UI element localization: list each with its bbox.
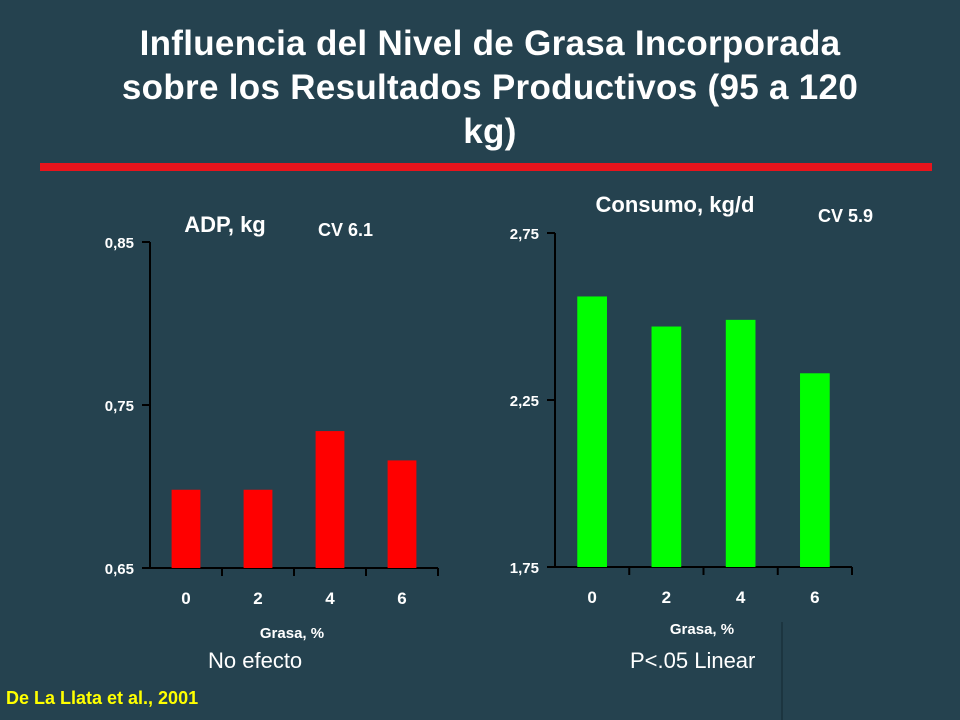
adp-x-tick-label: 4 bbox=[325, 589, 335, 608]
consumo-y-tick-label: 1,75 bbox=[510, 560, 539, 577]
adp-bar-4 bbox=[315, 431, 345, 568]
title-divider bbox=[40, 163, 932, 171]
adp-x-tick-label: 6 bbox=[397, 589, 406, 608]
title-line-3: kg) bbox=[463, 112, 517, 151]
adp-cv-label: CV 6.1 bbox=[318, 220, 373, 240]
adp-y-tick-label: 0,85 bbox=[105, 235, 134, 252]
adp-x-tick-label: 2 bbox=[253, 589, 262, 608]
consumo-chart-title: Consumo, kg/d bbox=[596, 192, 755, 217]
adp-y-tick-label: 0,75 bbox=[105, 398, 134, 415]
citation: De La Llata et al., 2001 bbox=[6, 688, 199, 708]
consumo-x-tick-label: 4 bbox=[736, 588, 746, 607]
adp-bar-2 bbox=[243, 489, 273, 568]
adp-note: No efecto bbox=[208, 648, 303, 673]
slide-title: Influencia del Nivel de Grasa Incorporad… bbox=[40, 22, 940, 154]
title-line-2: sobre los Resultados Productivos (95 a 1… bbox=[121, 68, 859, 107]
consumo-y-tick-label: 2,75 bbox=[510, 226, 539, 243]
consumo-bar-2 bbox=[651, 326, 682, 567]
consumo-x-axis-label: Grasa, % bbox=[670, 621, 734, 638]
adp-bar-0 bbox=[171, 489, 201, 568]
consumo-bar-6 bbox=[800, 373, 830, 567]
consumo-cv-label: CV 5.9 bbox=[818, 206, 873, 226]
adp-chart-title: ADP, kg bbox=[184, 212, 266, 237]
adp-bar-6 bbox=[387, 460, 417, 568]
adp-y-tick-label: 0,65 bbox=[105, 561, 134, 578]
consumo-bar-0 bbox=[577, 296, 607, 567]
consumo-x-tick-label: 2 bbox=[662, 588, 671, 607]
consumo-x-tick-label: 6 bbox=[810, 588, 819, 607]
consumo-bar-4 bbox=[725, 319, 756, 567]
consumo-note: P<.05 Linear bbox=[630, 648, 756, 673]
consumo-x-tick-label: 0 bbox=[587, 588, 596, 607]
adp-x-tick-label: 0 bbox=[181, 589, 190, 608]
vertical-separator bbox=[781, 622, 783, 720]
consumo-y-tick-label: 2,25 bbox=[510, 393, 539, 410]
adp-x-axis-label: Grasa, % bbox=[260, 625, 324, 642]
title-line-1: Influencia del Nivel de Grasa Incorporad… bbox=[139, 24, 841, 63]
